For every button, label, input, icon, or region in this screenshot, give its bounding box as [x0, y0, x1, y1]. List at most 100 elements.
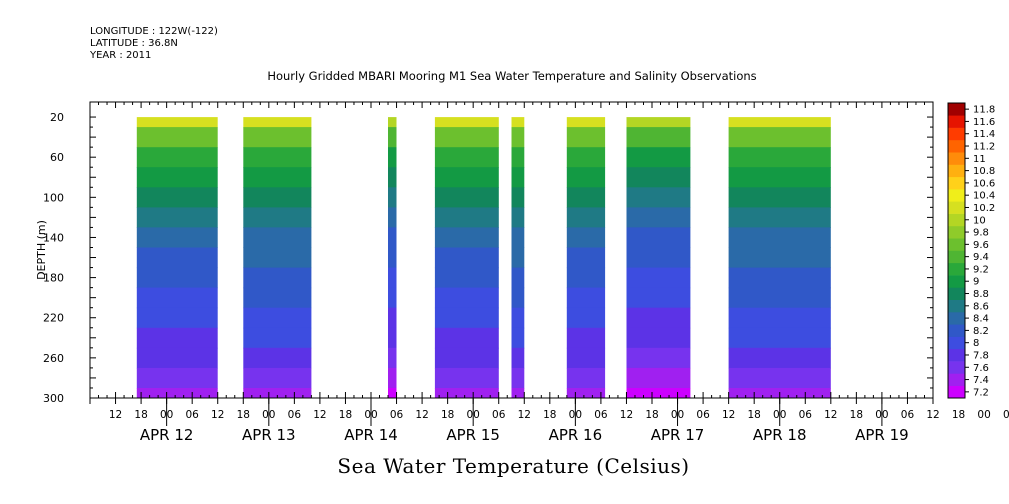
temperature-cell [243, 187, 312, 208]
temperature-cell [566, 388, 606, 399]
temperature-cell [728, 167, 831, 188]
y-tick-label: 20 [50, 111, 64, 124]
temperature-cell [626, 347, 691, 369]
colorbar-label: 7.8 [973, 350, 989, 361]
temperature-cell [388, 167, 397, 188]
data-block [136, 117, 218, 399]
temperature-cell [136, 167, 218, 188]
temperature-cell [728, 287, 831, 309]
temperature-cell [566, 117, 606, 128]
colorbar-label: 11.2 [973, 142, 995, 153]
temperature-cell [566, 227, 606, 248]
x-hour-tick-label: 12 [620, 409, 633, 421]
x-hour-tick-label: 06 [799, 409, 813, 421]
colorbar-swatch [948, 225, 965, 239]
x-axis: 12 18 00 06 12 18 00 06 12 18 00 06 12 18 00 06 12 18 00 06… [89, 102, 1009, 444]
colorbar-swatch [948, 275, 965, 288]
x-hour-tick-label: 06 [185, 409, 199, 421]
data-block [566, 117, 606, 399]
colorbar-swatch [948, 238, 965, 251]
x-hour-tick-label: 12 [109, 409, 122, 421]
colorbar-label: 10 [973, 215, 986, 226]
temperature-cell [626, 187, 691, 208]
temperature-cell [136, 388, 218, 399]
x-day-label: APR 15 [446, 426, 500, 444]
x-hour-tick-label: 06 [594, 409, 608, 421]
temperature-cell [626, 207, 691, 228]
temperature-cell [511, 307, 525, 329]
temperature-cell [626, 147, 691, 168]
y-tick-label: 140 [43, 231, 64, 244]
temperature-cell [243, 167, 312, 188]
temperature-cell [728, 247, 831, 269]
temperature-cell [566, 327, 606, 349]
colorbar-label: 10.6 [973, 178, 995, 189]
x-hour-tick-label: 12 [926, 409, 939, 421]
temperature-cell [136, 117, 218, 128]
temperature-cell [434, 327, 499, 349]
y-tick-label: 60 [50, 151, 64, 164]
temperature-cell [388, 127, 397, 148]
y-axis: 20 60 100 140 180 220 260 300 [43, 111, 933, 405]
x-hour-tick-label: 06 [901, 409, 915, 421]
temperature-cell [566, 167, 606, 188]
colorbar-label: 9 [973, 277, 979, 288]
colorbar-label: 11.6 [973, 117, 995, 128]
x-hour-tick-label: 18 [543, 409, 556, 421]
temperature-cell [626, 117, 691, 128]
temperature-cell [136, 347, 218, 369]
x-hour-tick-label: 06 [288, 409, 302, 421]
x-day-label: APR 16 [549, 426, 603, 444]
colorbar-label: 7.2 [973, 387, 989, 398]
colorbar-frame [947, 102, 966, 399]
temperature-cell [511, 227, 525, 248]
y-tick-label: 300 [43, 392, 64, 405]
temperature-cell [566, 267, 606, 289]
temperature-cell [566, 187, 606, 208]
temperature-cell [626, 327, 691, 349]
colorbar-label: 8.6 [973, 301, 989, 312]
x-hour-tick-label: 06 [390, 409, 404, 421]
data-block [728, 117, 831, 399]
temperature-cell [434, 388, 499, 399]
colorbar-swatch [948, 213, 965, 227]
temperature-cell [243, 367, 312, 389]
colorbar-label: 9.6 [973, 240, 989, 251]
temperature-cell [136, 287, 218, 309]
x-day-label: APR 12 [140, 426, 194, 444]
colorbar-swatch [948, 115, 965, 128]
x-hour-tick-label: 12 [415, 409, 428, 421]
colorbar-label: 7.6 [973, 363, 989, 374]
temperature-cell [626, 247, 691, 269]
temperature-cell [626, 127, 691, 148]
colorbar-swatch [948, 164, 965, 178]
colorbar-swatch [948, 127, 965, 141]
temperature-cell [728, 307, 831, 329]
temperature-cell [136, 207, 218, 228]
colorbar-label: 8.4 [973, 314, 989, 325]
colorbar-swatch [948, 262, 965, 276]
temperature-cell [388, 267, 397, 289]
temperature-cell [434, 367, 499, 389]
temperature-cell [136, 267, 218, 289]
temperature-cell [728, 347, 831, 369]
temperature-cell [626, 388, 691, 399]
temperature-cell [566, 247, 606, 269]
data-block [511, 117, 525, 399]
temperature-cell [136, 227, 218, 248]
temperature-cell [728, 207, 831, 228]
temperature-cell [388, 307, 397, 329]
y-tick-label: 180 [43, 272, 64, 285]
plot-area [89, 101, 934, 399]
chart-title: Hourly Gridded MBARI Mooring M1 Sea Wate… [267, 69, 757, 83]
temperature-cell [243, 388, 312, 399]
temperature-cell [136, 327, 218, 349]
year-label: YEAR : 2011 [90, 50, 152, 61]
temperature-cell [434, 187, 499, 208]
colorbar-swatch [948, 299, 965, 313]
colorbar-label: 8.2 [973, 326, 989, 337]
colorbar: 7.27.47.6 7.888.28.4 8.68.89 9.29.49.69.8 10… [947, 102, 995, 399]
latitude-label: LATITUDE : 36.8N [90, 38, 178, 49]
colorbar-swatch [948, 176, 965, 190]
